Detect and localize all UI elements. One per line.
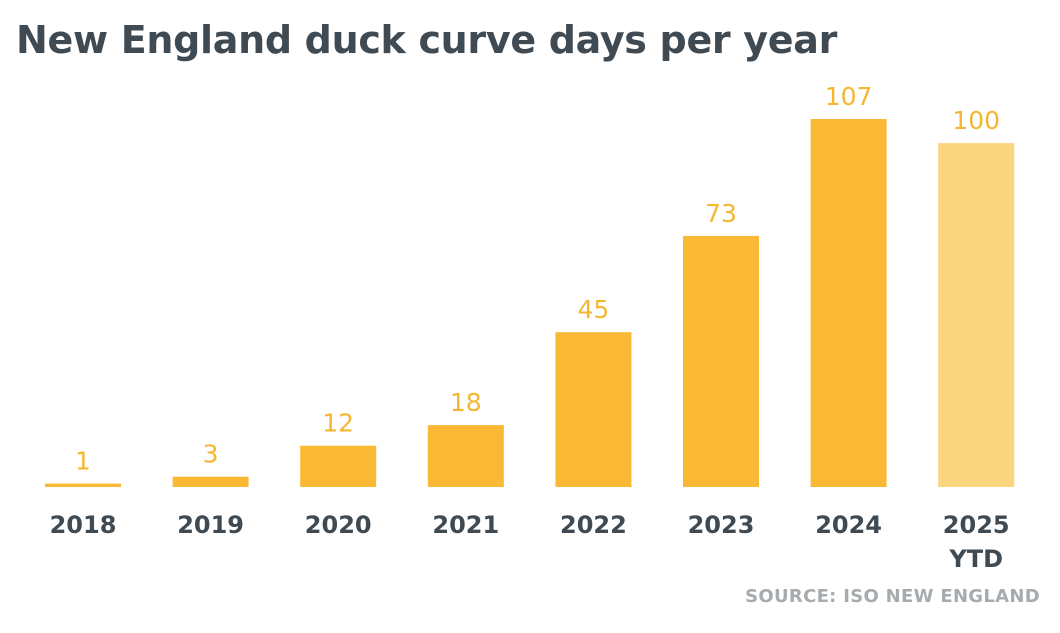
category-label: 2024 — [815, 511, 882, 539]
bar — [427, 425, 504, 487]
value-label: 18 — [450, 388, 482, 417]
value-label: 1 — [75, 447, 91, 476]
value-label: 73 — [705, 199, 737, 228]
value-label: 100 — [952, 106, 1000, 135]
value-label: 12 — [322, 409, 354, 438]
source-note: SOURCE: ISO NEW ENGLAND — [745, 586, 1040, 607]
bar — [555, 332, 632, 487]
category-label: 2020 — [305, 511, 372, 539]
bar — [45, 483, 121, 487]
value-label: 3 — [203, 440, 219, 469]
bar — [300, 445, 377, 487]
bar — [938, 143, 1015, 487]
bar — [810, 119, 887, 487]
category-label: YTD — [948, 545, 1003, 573]
category-label: 2022 — [560, 511, 627, 539]
category-label: 2023 — [688, 511, 755, 539]
value-label: 45 — [577, 295, 609, 324]
bar — [172, 476, 249, 487]
category-label: 2019 — [177, 511, 244, 539]
category-label: 2021 — [432, 511, 499, 539]
category-label: 2018 — [50, 511, 117, 539]
value-label: 107 — [825, 82, 873, 111]
bar — [683, 235, 759, 487]
category-label: 2025 — [943, 511, 1010, 539]
chart-title: New England duck curve days per year — [16, 18, 838, 62]
